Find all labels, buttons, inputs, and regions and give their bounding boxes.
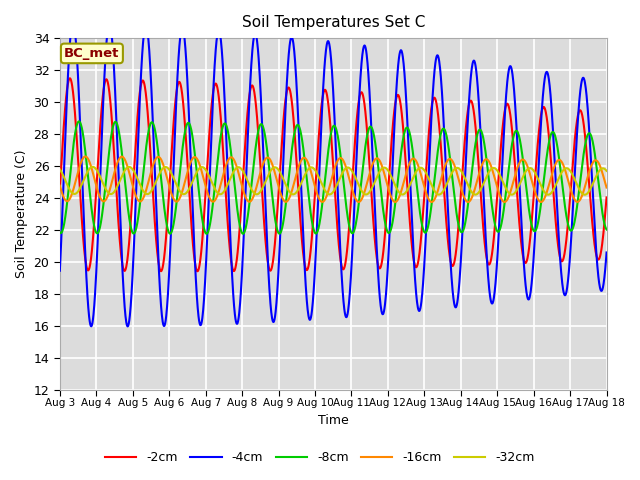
Text: BC_met: BC_met [64,47,120,60]
Y-axis label: Soil Temperature (C): Soil Temperature (C) [15,150,28,278]
Title: Soil Temperatures Set C: Soil Temperatures Set C [241,15,425,30]
X-axis label: Time: Time [318,414,349,427]
Legend: -2cm, -4cm, -8cm, -16cm, -32cm: -2cm, -4cm, -8cm, -16cm, -32cm [100,446,540,469]
